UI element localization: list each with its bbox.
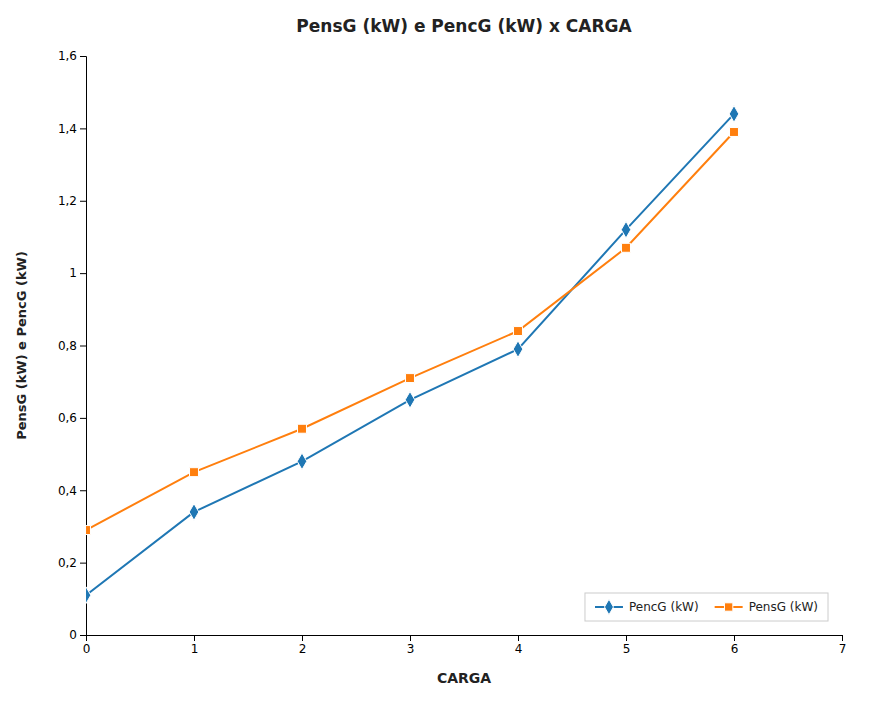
tick-label: 0 xyxy=(83,642,91,656)
marks xyxy=(86,106,739,604)
legend-symbol xyxy=(604,599,613,615)
legend-symbol xyxy=(724,603,732,611)
tick-mark xyxy=(626,635,627,641)
point xyxy=(514,327,523,336)
tick-mark xyxy=(80,56,86,57)
tick: 5 xyxy=(623,635,631,656)
tick: 4 xyxy=(515,635,523,656)
tick-mark xyxy=(194,635,195,641)
point xyxy=(86,587,91,604)
point xyxy=(621,221,631,238)
tick-label: 7 xyxy=(839,642,847,656)
tick-label: 1 xyxy=(69,266,77,280)
point xyxy=(189,504,199,521)
tick-mark xyxy=(80,490,86,491)
axis-line xyxy=(87,636,843,642)
tick: 1 xyxy=(191,635,199,656)
point xyxy=(406,374,415,383)
tick: 0 xyxy=(83,635,91,656)
tick-label: 1,4 xyxy=(58,122,77,136)
x-axis-title: CARGA xyxy=(437,670,491,686)
tick: 0,2 xyxy=(58,556,86,570)
point xyxy=(298,424,307,433)
tick: 1,2 xyxy=(58,194,86,208)
tick-mark xyxy=(80,563,86,564)
tick-label: 1 xyxy=(191,642,199,656)
plot-area: 0 1 2 3 4 5 6 7 0 0,2 0,4 0,6 0,8 1 1,2 1,4 1,6 PencG (kW… xyxy=(58,49,846,655)
tick: 7 xyxy=(839,635,847,656)
tick-label: 4 xyxy=(515,642,523,656)
tick-label: 0,4 xyxy=(58,484,77,498)
tick: 1,6 xyxy=(58,49,86,63)
tick-mark xyxy=(734,635,735,641)
line xyxy=(86,114,734,595)
point xyxy=(405,391,415,408)
tick-mark xyxy=(80,128,86,129)
tick-label: 1,6 xyxy=(58,49,77,63)
legend: PencG (kW) PensG (kW) xyxy=(585,593,828,621)
tick-label: 2 xyxy=(299,642,307,656)
point xyxy=(730,128,739,137)
y-axis-title: PensG (kW) e PencG (kW) xyxy=(14,251,29,440)
point xyxy=(513,341,523,358)
axis-line xyxy=(80,57,87,636)
tick: 1 xyxy=(69,266,86,280)
point xyxy=(297,453,307,470)
tick-mark xyxy=(80,635,86,636)
point xyxy=(190,468,199,477)
title: PensG (kW) e PencG (kW) x CARGA xyxy=(296,16,632,36)
legend-box xyxy=(585,593,828,621)
x-axis: 0 1 2 3 4 5 6 7 xyxy=(83,635,847,656)
legend-item: PensG (kW) xyxy=(715,600,818,614)
tick-label: 0,6 xyxy=(58,411,77,425)
tick-label: 0 xyxy=(69,628,77,642)
tick-mark xyxy=(410,635,411,641)
legend-label: PensG (kW) xyxy=(749,600,818,614)
tick-mark xyxy=(80,201,86,202)
tick-mark xyxy=(518,635,519,641)
tick-label: 0,8 xyxy=(58,339,77,353)
tick-label: 0,2 xyxy=(58,556,77,570)
tick-label: 1,2 xyxy=(58,194,77,208)
tick-label: 6 xyxy=(731,642,739,656)
tick: 0,8 xyxy=(58,339,86,353)
tick-label: 5 xyxy=(623,642,631,656)
y-axis: 0 0,2 0,4 0,6 0,8 1 1,2 1,4 1,6 xyxy=(58,49,87,642)
tick-label: 3 xyxy=(407,642,415,656)
tick-mark xyxy=(302,635,303,641)
tick: 6 xyxy=(731,635,739,656)
tick-mark xyxy=(80,273,86,274)
tick-mark xyxy=(80,346,86,347)
point xyxy=(729,106,739,123)
point xyxy=(86,526,90,535)
tick: 0,4 xyxy=(58,484,86,498)
legend-item: PencG (kW) xyxy=(595,599,699,615)
tick: 3 xyxy=(407,635,415,656)
tick: 0,6 xyxy=(58,411,86,425)
line xyxy=(86,132,734,530)
chart: 0 1 2 3 4 5 6 7 0 0,2 0,4 0,6 0,8 1 1,2 1,4 1,6 PencG (kW… xyxy=(0,0,878,701)
point xyxy=(622,243,631,252)
tick-mark xyxy=(80,418,86,419)
tick: 0 xyxy=(69,628,86,642)
tick: 2 xyxy=(299,635,307,656)
tick-mark xyxy=(842,635,843,641)
tick: 1,4 xyxy=(58,122,86,136)
legend-label: PencG (kW) xyxy=(629,600,699,614)
